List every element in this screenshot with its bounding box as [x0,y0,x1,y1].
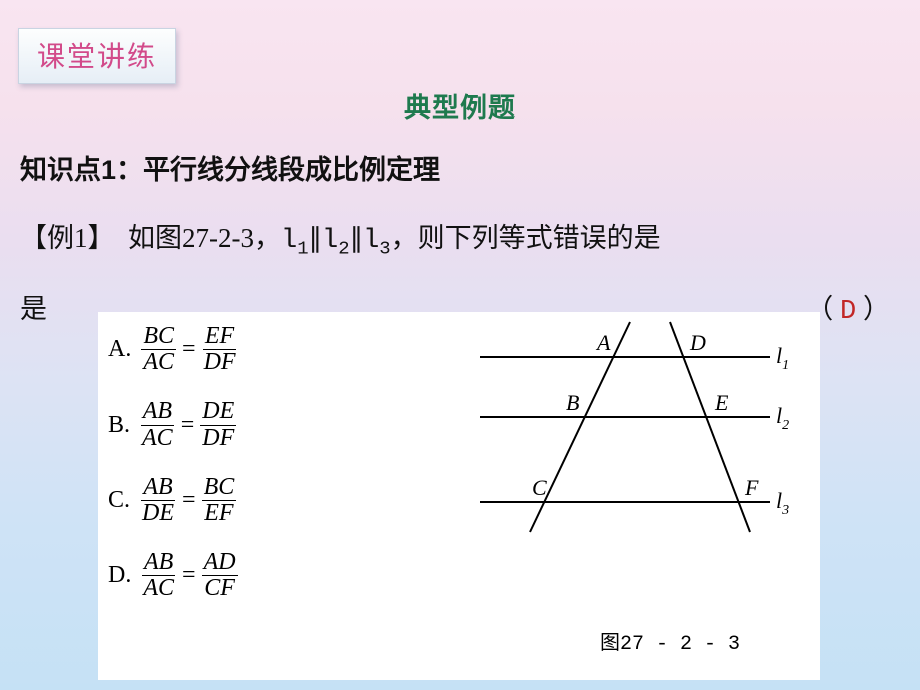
option-a-rnum: EF [203,324,236,350]
answer-letter: D [840,297,856,327]
section-badge: 课堂讲练 [18,28,176,84]
stem-prefix: 【例1】 如图27-2-3， [20,223,281,253]
svg-text:E: E [714,390,729,415]
stem-l3-sub: 3 [379,237,390,259]
answer-close: ） [856,294,890,324]
option-a-label: A. [108,336,131,363]
svg-text:D: D [689,330,706,355]
figure-caption: 图27 - 2 - 3 [600,626,740,656]
stem-l2-sub: 2 [338,237,349,259]
equals-icon: = [182,336,196,363]
answer-options: A. BCAC = EFDF B. ABAC = DEDF C. ABDE = … [108,324,238,626]
option-d-lden: AC [141,576,176,601]
option-c-rden: EF [202,501,235,526]
option-a-lnum: BC [141,324,176,350]
option-c-lnum: AB [141,475,174,501]
stem-l1-sub: 1 [297,237,308,259]
example-heading: 典型例题 [0,86,920,125]
svg-text:A: A [595,330,611,355]
svg-text:l1: l1 [776,343,789,373]
option-b-lden: AC [140,426,175,451]
option-a-lden: AC [141,350,176,375]
option-b-lnum: AB [141,399,174,425]
svg-text:l3: l3 [776,488,789,518]
option-b-rden: DF [200,426,236,451]
equals-icon: = [181,412,195,439]
option-d-lnum: AB [142,550,175,576]
option-d-rnum: AD [202,550,238,576]
option-c-lden: DE [140,501,176,526]
option-b-rnum: DE [200,399,236,425]
option-d-label: D. [108,562,131,589]
option-b-label: B. [108,412,130,439]
option-d-rden: CF [202,576,237,601]
stem-l2-sym: ∥l [309,226,339,256]
stem-l1-sym: l [281,226,297,256]
option-c-label: C. [108,487,130,514]
caption-number: 27 - 2 - 3 [620,633,740,656]
content-panel: A. BCAC = EFDF B. ABAC = DEDF C. ABDE = … [98,312,820,680]
option-c: C. ABDE = BCEF [108,475,238,526]
option-a-rden: DF [202,350,238,375]
stem-l3-sym: ∥l [350,226,380,256]
stem-suffix: ，则下列等式错误的是 [391,223,661,253]
svg-text:C: C [532,475,547,500]
stem-line2: 是 [20,294,47,324]
knowledge-point-label: 知识点1：平行线分线段成比例定理 [20,148,440,187]
equals-icon: = [182,562,196,589]
equals-icon: = [182,487,196,514]
svg-text:F: F [744,475,759,500]
geometry-diagram: l1 l2 l3 A D B E C F [470,312,810,552]
option-b: B. ABAC = DEDF [108,399,238,450]
svg-text:B: B [566,390,579,415]
option-a: A. BCAC = EFDF [108,324,238,375]
option-c-rnum: BC [202,475,237,501]
caption-word: 图 [600,632,620,654]
option-d: D. ABAC = ADCF [108,550,238,601]
svg-text:l2: l2 [776,403,789,433]
